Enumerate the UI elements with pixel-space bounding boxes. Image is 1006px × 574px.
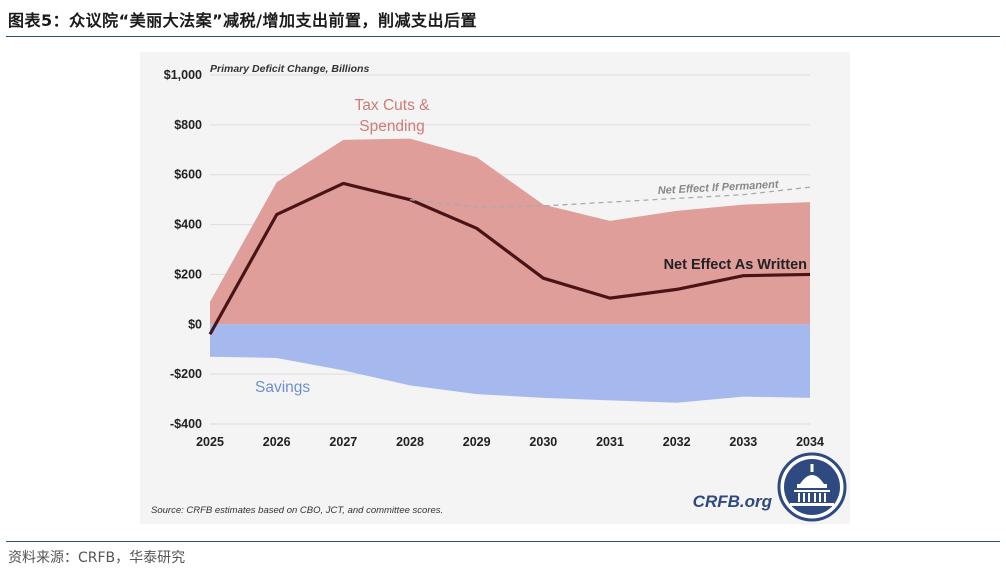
tax-cuts-label-line1: Tax Cuts & [355, 97, 431, 114]
y-tick-label: $1,000 [164, 68, 202, 82]
chart-note: Source: CRFB estimates based on CBO, JCT… [151, 505, 443, 516]
savings-area [210, 324, 810, 403]
net-written-label: Net Effect As Written [664, 257, 807, 273]
x-tick-label: 2027 [329, 435, 357, 449]
brand-label: CRFB.org [693, 492, 773, 511]
x-tick-label: 2026 [263, 435, 291, 449]
y-tick-label: $800 [174, 118, 202, 132]
net-effect-if-permanent-line [409, 186, 811, 208]
chart-card: $1,000 $800 $600 $400 $200 $0 -$200 -$400 2025 2… [140, 52, 850, 524]
y-axis-ticks: $1,000 $800 $600 $400 $200 $0 -$200 -$400 [164, 68, 202, 431]
y-tick-label: -$400 [170, 417, 202, 431]
x-axis-ticks: 2025 2026 2027 2028 2029 2030 2031 2032 2033 2034 [196, 435, 824, 449]
line-layer [208, 181, 811, 336]
chart: $1,000$800$600$400$200$0-$200-$400 2025 2… [151, 63, 847, 522]
tax-cuts-spending-area [210, 138, 810, 325]
x-tick-label: 2032 [663, 435, 691, 449]
chart-subtitle: Primary Deficit Change, Billions [210, 63, 369, 75]
y-tick-label: $600 [174, 168, 202, 182]
x-tick-label: 2029 [463, 435, 491, 449]
title-rule [6, 36, 1000, 37]
y-tick-label: $200 [174, 267, 202, 281]
figure-title: 图表5：众议院“美丽大法案”减税/增加支出前置，削减支出后置 [8, 11, 478, 30]
y-tick-label: $0 [188, 317, 202, 331]
capitol-dome-icon [777, 452, 847, 522]
savings-label: Savings [255, 379, 310, 396]
figure-source: 资料来源：CRFB，华泰研究 [8, 550, 186, 566]
source-rule [6, 541, 1000, 542]
tax-cuts-label-line2: Spending [359, 118, 425, 135]
x-tick-label: 2028 [396, 435, 424, 449]
x-tick-label: 2030 [529, 435, 557, 449]
area-layer [210, 138, 810, 403]
y-tick-label: -$200 [170, 367, 202, 381]
net-effect-as-written-line [208, 181, 811, 336]
x-tick-label: 2025 [196, 435, 224, 449]
x-tick-label: 2033 [729, 435, 757, 449]
y-tick-label: $400 [174, 218, 202, 232]
net-permanent-label: Net Effect If Permanent [658, 179, 781, 197]
x-tick-label: 2031 [596, 435, 624, 449]
x-tick-label: 2034 [796, 435, 824, 449]
